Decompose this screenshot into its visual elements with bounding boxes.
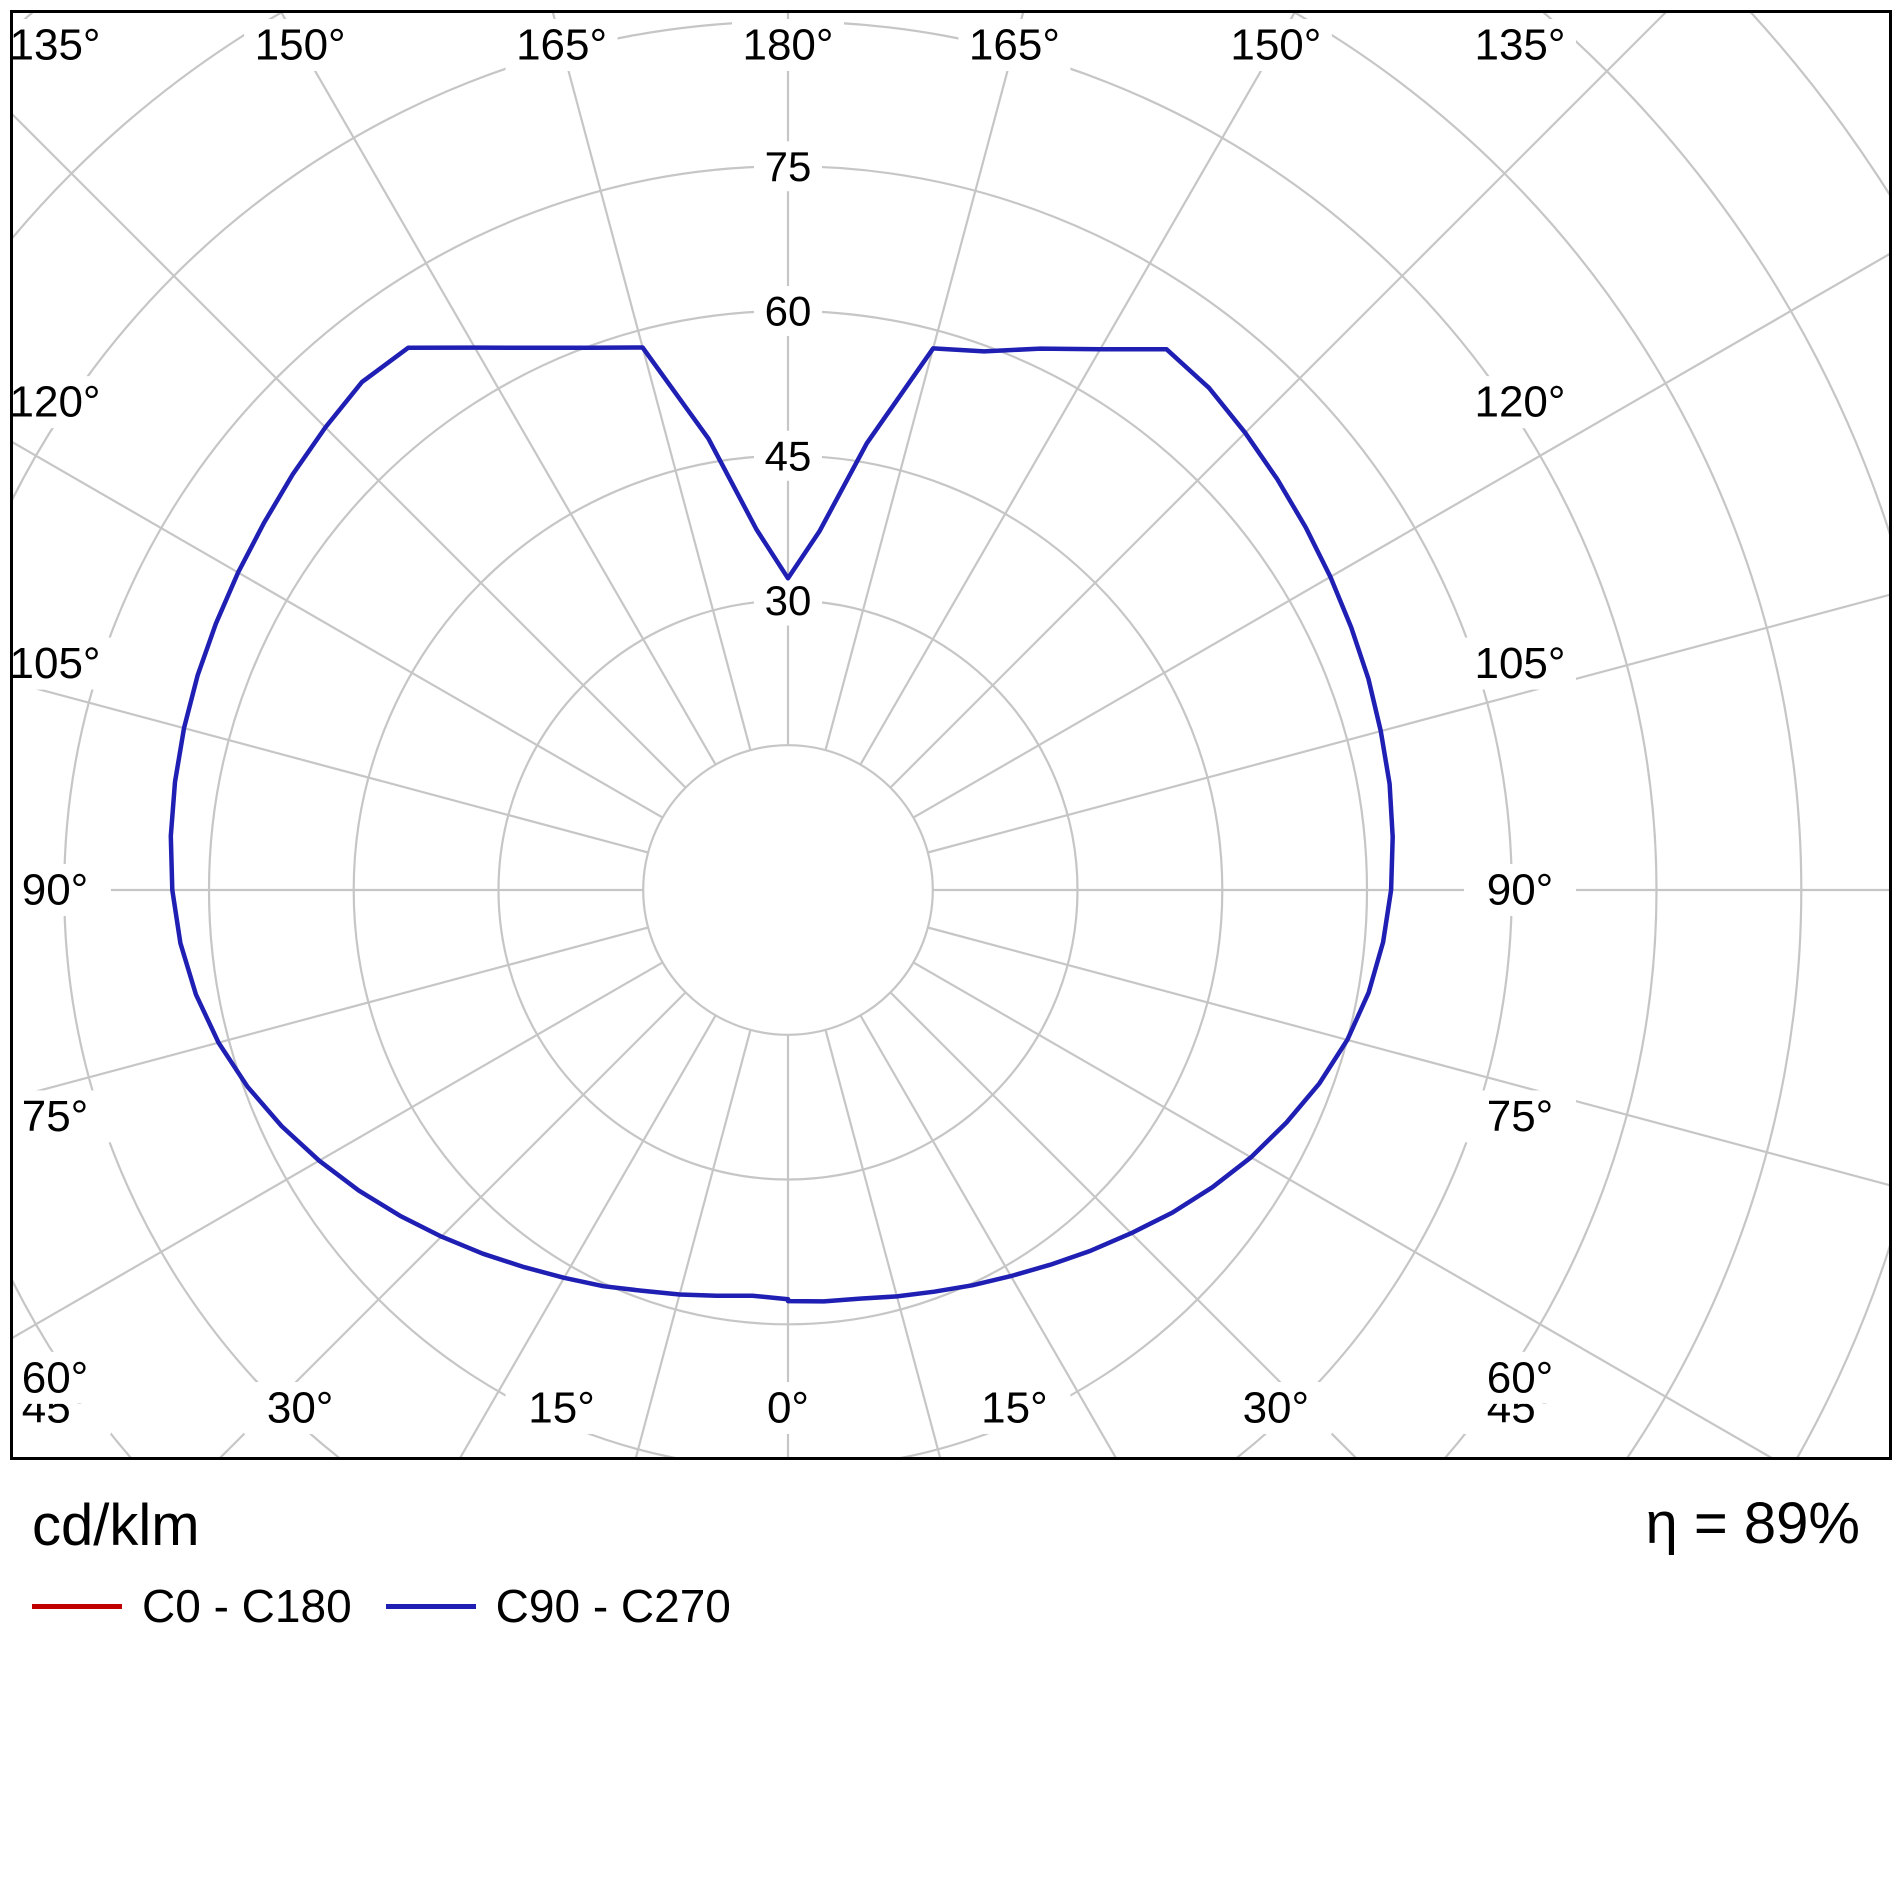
radial-tick-chip bbox=[754, 141, 822, 192]
angle-tick-chip bbox=[13, 376, 111, 429]
angle-tick-chip bbox=[1464, 1351, 1576, 1404]
angle-tick-chip bbox=[1464, 376, 1576, 429]
legend-swatch-blue-line bbox=[385, 1603, 476, 1609]
angle-tick-label: 0° bbox=[767, 1384, 809, 1433]
angle-tick-label: 15° bbox=[528, 1384, 595, 1433]
legend-swatch-red-line bbox=[32, 1603, 122, 1609]
angle-tick-chip bbox=[958, 1382, 1071, 1434]
angle-tick-label: 75° bbox=[22, 1092, 89, 1141]
angle-tick-chip bbox=[1464, 864, 1576, 916]
angle-tick-label: 120° bbox=[13, 378, 101, 427]
angle-tick-chip bbox=[1464, 637, 1576, 690]
legend-label-c0-c180: C0 - C180 bbox=[142, 1580, 352, 1632]
angle-tick-label: 30° bbox=[1243, 1384, 1310, 1433]
angle-tick-label: 150° bbox=[1230, 21, 1321, 70]
angle-tick-chip bbox=[13, 637, 111, 690]
angle-tick-label: 165° bbox=[516, 21, 607, 70]
angle-tick-chip bbox=[732, 19, 844, 71]
radial-tick-chip bbox=[754, 575, 822, 626]
angle-tick-label: 60° bbox=[1487, 1353, 1554, 1402]
radial-tick-label: 75 bbox=[765, 143, 812, 190]
angle-tick-label: 90° bbox=[22, 866, 89, 915]
legend: C0 - C180 C90 - C270 bbox=[32, 1580, 731, 1633]
angle-tick-label: 15° bbox=[981, 1384, 1048, 1433]
radial-tick-chip bbox=[754, 430, 822, 481]
angle-tick-label: 180° bbox=[742, 21, 833, 70]
angle-tick-label: 150° bbox=[255, 21, 346, 70]
legend-item-c0-c180: C0 - C180 bbox=[32, 1580, 352, 1633]
angle-tick-chip bbox=[244, 1382, 357, 1434]
polar-grid bbox=[13, 13, 1889, 1457]
angle-tick-chip bbox=[244, 19, 357, 71]
angle-tick-chip bbox=[13, 864, 111, 916]
angle-tick-chip bbox=[13, 1351, 111, 1404]
angle-tick-label: 120° bbox=[1474, 378, 1565, 427]
radial-tick-label: 30 bbox=[765, 577, 812, 624]
angle-tick-chip bbox=[505, 19, 618, 71]
angle-tick-chip bbox=[505, 1382, 618, 1434]
angle-tick-label: 135° bbox=[1474, 21, 1565, 70]
polar-chart-frame: 30 45 60 75 0° 15° 15° 30° 30° 45° 45° 60° 60° 75° 75°… bbox=[10, 10, 1892, 1460]
angle-tick-chip bbox=[1464, 1090, 1576, 1143]
angle-tick-chip bbox=[1219, 1382, 1332, 1434]
efficiency-label: η = 89% bbox=[1645, 1491, 1860, 1556]
angle-tick-chip bbox=[732, 1382, 844, 1434]
radial-tick-chip bbox=[754, 286, 822, 336]
angle-tick-label: 135° bbox=[13, 21, 101, 70]
angle-tick-label: 30° bbox=[267, 1384, 334, 1433]
radial-tick-label: 45 bbox=[765, 432, 812, 479]
angle-tick-label: 75° bbox=[1487, 1092, 1554, 1141]
angle-tick-chip bbox=[13, 1090, 111, 1143]
angle-tick-chip bbox=[13, 19, 111, 71]
angle-tick-chip bbox=[958, 19, 1071, 71]
angle-tick-label: 90° bbox=[1487, 866, 1554, 915]
radial-tick-label: 60 bbox=[765, 288, 812, 335]
intensity-curve-c90-c270 bbox=[168, 345, 1395, 1304]
units-label: cd/klm bbox=[32, 1493, 200, 1558]
angle-tick-label: 105° bbox=[13, 639, 101, 688]
legend-label-c90-c270: C90 - C270 bbox=[495, 1580, 731, 1632]
angle-tick-label: 165° bbox=[969, 21, 1060, 70]
legend-item-c90-c270: C90 - C270 bbox=[385, 1580, 731, 1633]
angle-tick-label: 105° bbox=[1474, 639, 1565, 688]
angle-tick-chip bbox=[1219, 19, 1332, 71]
angle-tick-label: 60° bbox=[22, 1353, 89, 1402]
angle-tick-chip bbox=[1464, 19, 1576, 71]
